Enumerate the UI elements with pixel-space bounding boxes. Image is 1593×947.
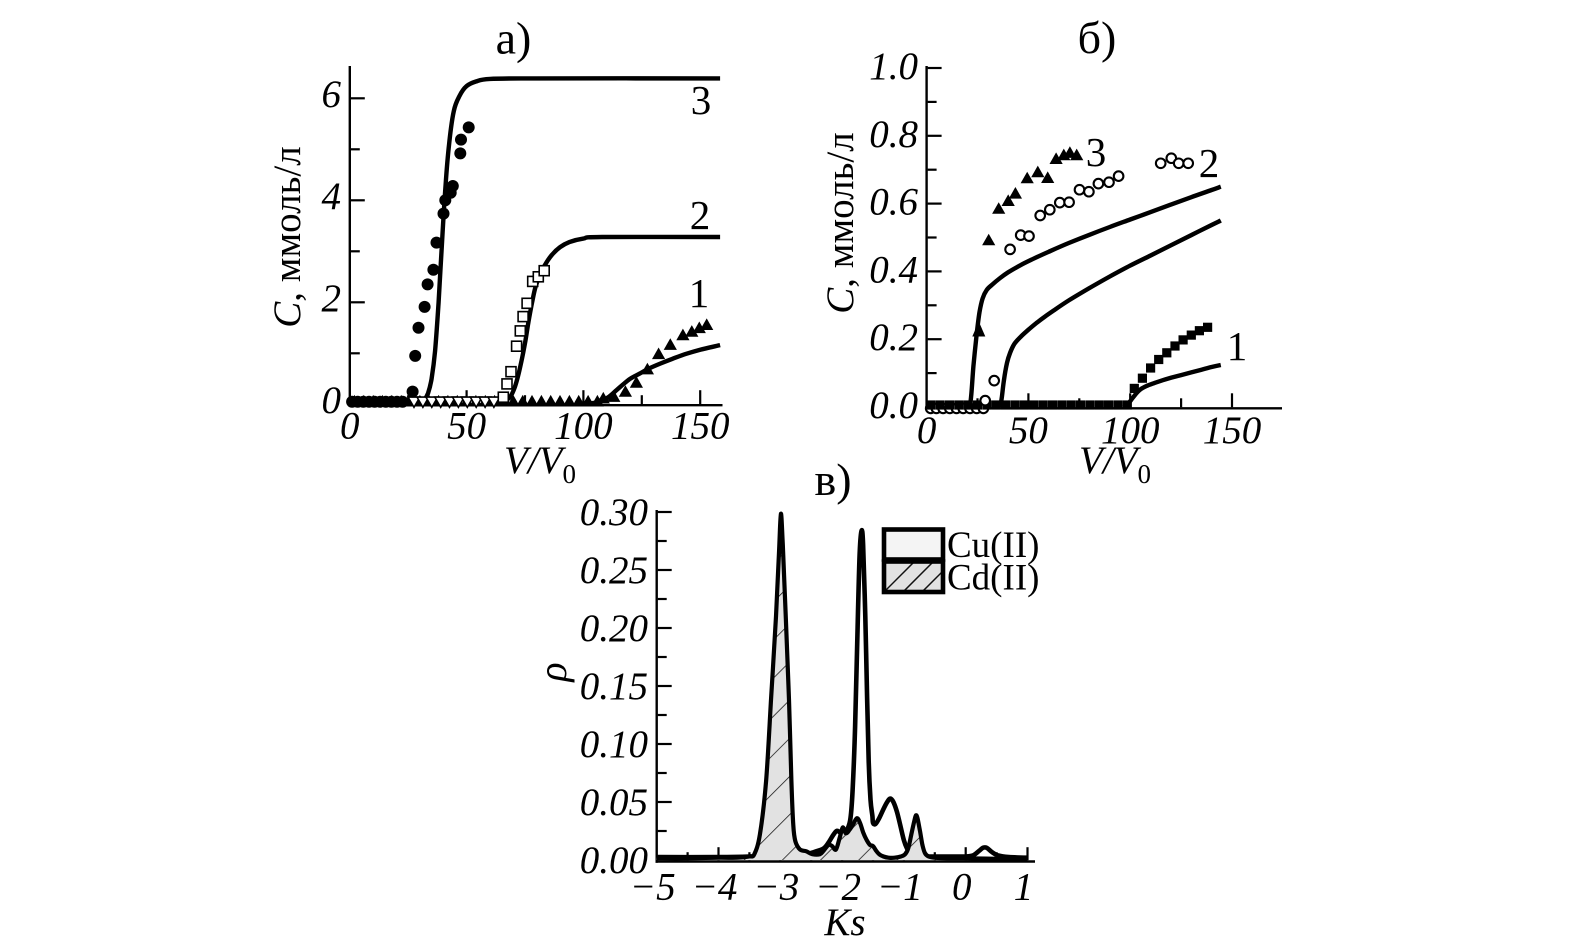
svg-text:0.0: 0.0 bbox=[869, 384, 918, 427]
svg-text:50: 50 bbox=[447, 405, 486, 448]
svg-text:1: 1 bbox=[689, 270, 710, 316]
svg-text:Cd(II): Cd(II) bbox=[947, 558, 1039, 599]
svg-text:0.00: 0.00 bbox=[580, 839, 648, 882]
svg-text:−5: −5 bbox=[630, 866, 676, 909]
svg-text:100: 100 bbox=[554, 405, 613, 448]
svg-text:0: 0 bbox=[952, 866, 972, 909]
svg-text:в): в) bbox=[814, 454, 851, 505]
svg-text:C, ммоль/л: C, ммоль/л bbox=[266, 146, 309, 327]
svg-text:−2: −2 bbox=[815, 866, 861, 909]
svg-text:0.10: 0.10 bbox=[580, 723, 648, 766]
svg-text:0: 0 bbox=[340, 405, 360, 448]
svg-text:1: 1 bbox=[1014, 866, 1034, 909]
svg-text:1: 1 bbox=[1227, 323, 1248, 369]
svg-text:а): а) bbox=[496, 13, 532, 64]
svg-text:0: 0 bbox=[917, 409, 937, 452]
svg-text:−3: −3 bbox=[753, 866, 799, 909]
svg-text:150: 150 bbox=[1203, 409, 1262, 452]
svg-text:2: 2 bbox=[322, 277, 342, 320]
svg-text:100: 100 bbox=[1101, 409, 1160, 452]
svg-text:−4: −4 bbox=[692, 866, 738, 909]
svg-text:0.05: 0.05 bbox=[580, 781, 648, 824]
svg-text:3: 3 bbox=[1086, 129, 1107, 175]
svg-text:0.20: 0.20 bbox=[580, 607, 648, 650]
svg-text:Ks: Ks bbox=[823, 901, 865, 944]
svg-text:б): б) bbox=[1078, 12, 1117, 63]
svg-text:3: 3 bbox=[691, 77, 712, 123]
svg-text:2: 2 bbox=[690, 192, 711, 238]
svg-text:50: 50 bbox=[1009, 409, 1048, 452]
svg-text:Cu(II): Cu(II) bbox=[947, 525, 1039, 566]
svg-text:ρ: ρ bbox=[530, 662, 575, 683]
svg-text:4: 4 bbox=[322, 175, 342, 218]
svg-text:0.15: 0.15 bbox=[580, 665, 648, 708]
svg-text:−1: −1 bbox=[877, 866, 923, 909]
svg-text:C, ммоль/л: C, ммоль/л bbox=[819, 132, 862, 313]
svg-text:6: 6 bbox=[322, 73, 342, 116]
svg-text:1.0: 1.0 bbox=[869, 45, 918, 88]
svg-text:0.25: 0.25 bbox=[580, 549, 648, 592]
svg-text:2: 2 bbox=[1199, 140, 1220, 186]
svg-text:150: 150 bbox=[671, 405, 730, 448]
svg-text:0.30: 0.30 bbox=[580, 491, 648, 534]
svg-text:0.8: 0.8 bbox=[869, 113, 918, 156]
svg-text:0: 0 bbox=[322, 379, 342, 422]
svg-text:0.4: 0.4 bbox=[869, 248, 918, 291]
svg-text:0.2: 0.2 bbox=[869, 316, 918, 359]
svg-text:0.6: 0.6 bbox=[869, 181, 918, 224]
